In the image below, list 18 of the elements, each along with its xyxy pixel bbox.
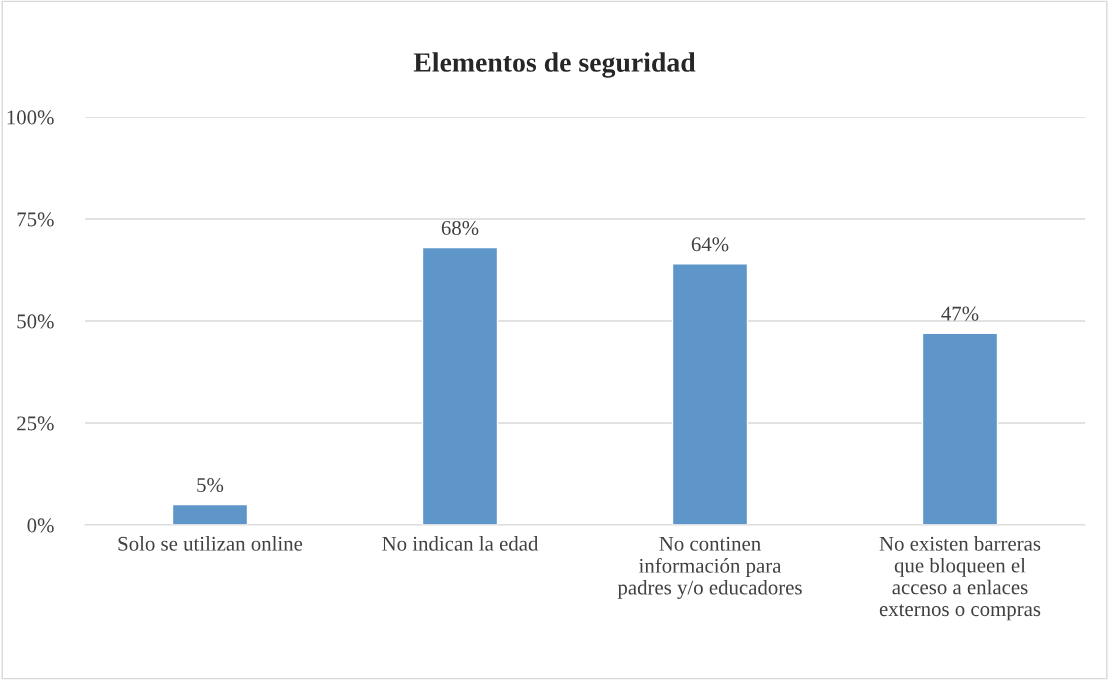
bar xyxy=(671,263,749,525)
x-tick-label: No indican la edad xyxy=(382,536,539,551)
data-label: 68% xyxy=(441,220,479,236)
y-tick-label: 75% xyxy=(17,212,54,227)
data-label: 5% xyxy=(197,477,224,493)
bar xyxy=(921,332,999,525)
bar xyxy=(421,246,499,525)
x-tick-label: No continen información para padres y/o educadores xyxy=(617,536,802,599)
chart-title: Elementos de seguridad xyxy=(413,52,696,78)
x-tick-label: Solo se utilizan online xyxy=(118,536,303,551)
y-tick-label: 50% xyxy=(17,314,54,329)
data-label: 47% xyxy=(941,306,979,321)
y-tick-label: 25% xyxy=(17,416,54,431)
x-tick-label: No existen barreras que bloqueen el acceso a enlaces externos o compras xyxy=(879,536,1041,621)
y-tick-label: 100% xyxy=(7,110,54,125)
y-tick-label: 0% xyxy=(27,518,54,533)
bar xyxy=(171,503,249,525)
data-label: 64% xyxy=(691,237,729,252)
